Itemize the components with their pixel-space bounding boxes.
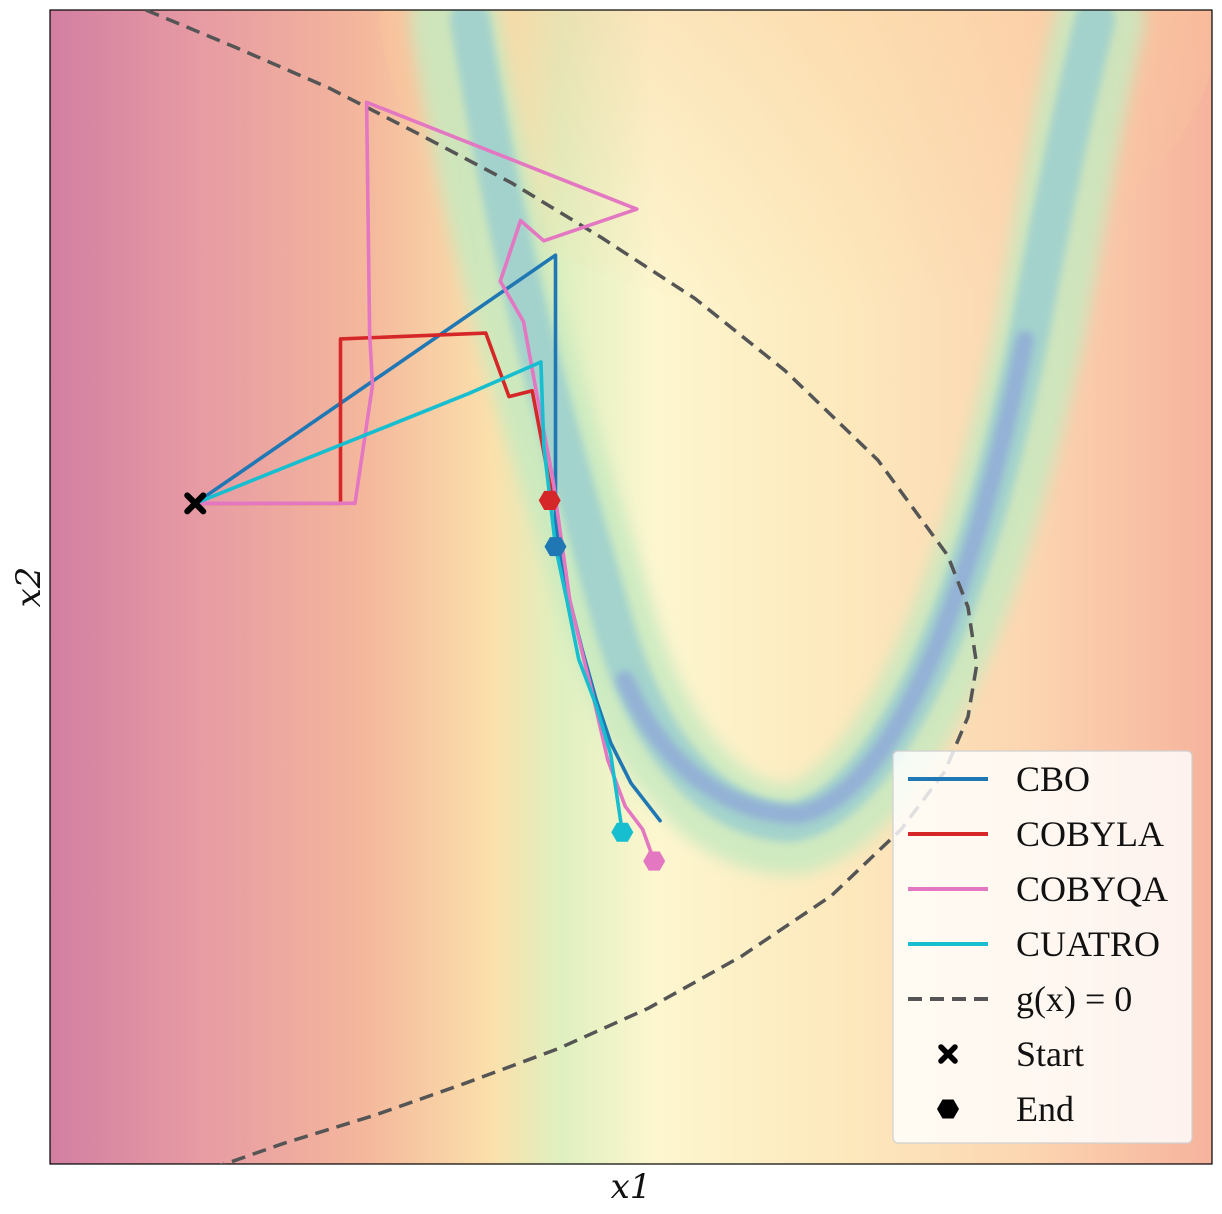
legend-label-cobyla: COBYLA: [1016, 814, 1164, 854]
end-marker-cobyla: [538, 490, 561, 510]
start-marker: [184, 492, 207, 515]
legend-swatch-end: [937, 1099, 959, 1119]
constraint-curve: [145, 10, 979, 1164]
x-axis-label: x1: [611, 1167, 652, 1207]
legend-label-cobyqa: COBYQA: [1016, 869, 1168, 909]
legend-label-cbo: CBO: [1016, 759, 1090, 799]
legend-label-start: Start: [1016, 1034, 1084, 1074]
contour-valley-core: [616, 331, 1034, 825]
contour-upper-band: [380, 10, 1212, 310]
end-marker-cuatro: [611, 822, 634, 842]
end-marker-cbo: [544, 537, 567, 557]
constraint-layer: [145, 10, 979, 1164]
marker-layer: [184, 490, 666, 871]
legend-swatch-start: [938, 1044, 958, 1064]
legend-label-g-x-0: g(x) = 0: [1016, 979, 1132, 1019]
legend-label-cuatro: CUATRO: [1016, 924, 1160, 964]
plot-frame: [49, 9, 1213, 1165]
series-cuatro-path: [193, 360, 625, 835]
end-marker-cobyqa: [643, 851, 666, 871]
legend-box: [892, 750, 1193, 1144]
series-cobyqa-path: [193, 100, 657, 863]
legend: CBO COBYLA COBYQA CUATRO g(x) = 0 Start End: [892, 750, 1193, 1144]
y-axis-label: x2: [9, 567, 49, 608]
plot-area: [50, 10, 1212, 1164]
series-layer: [193, 100, 662, 863]
legend-label-end: End: [1016, 1089, 1074, 1129]
